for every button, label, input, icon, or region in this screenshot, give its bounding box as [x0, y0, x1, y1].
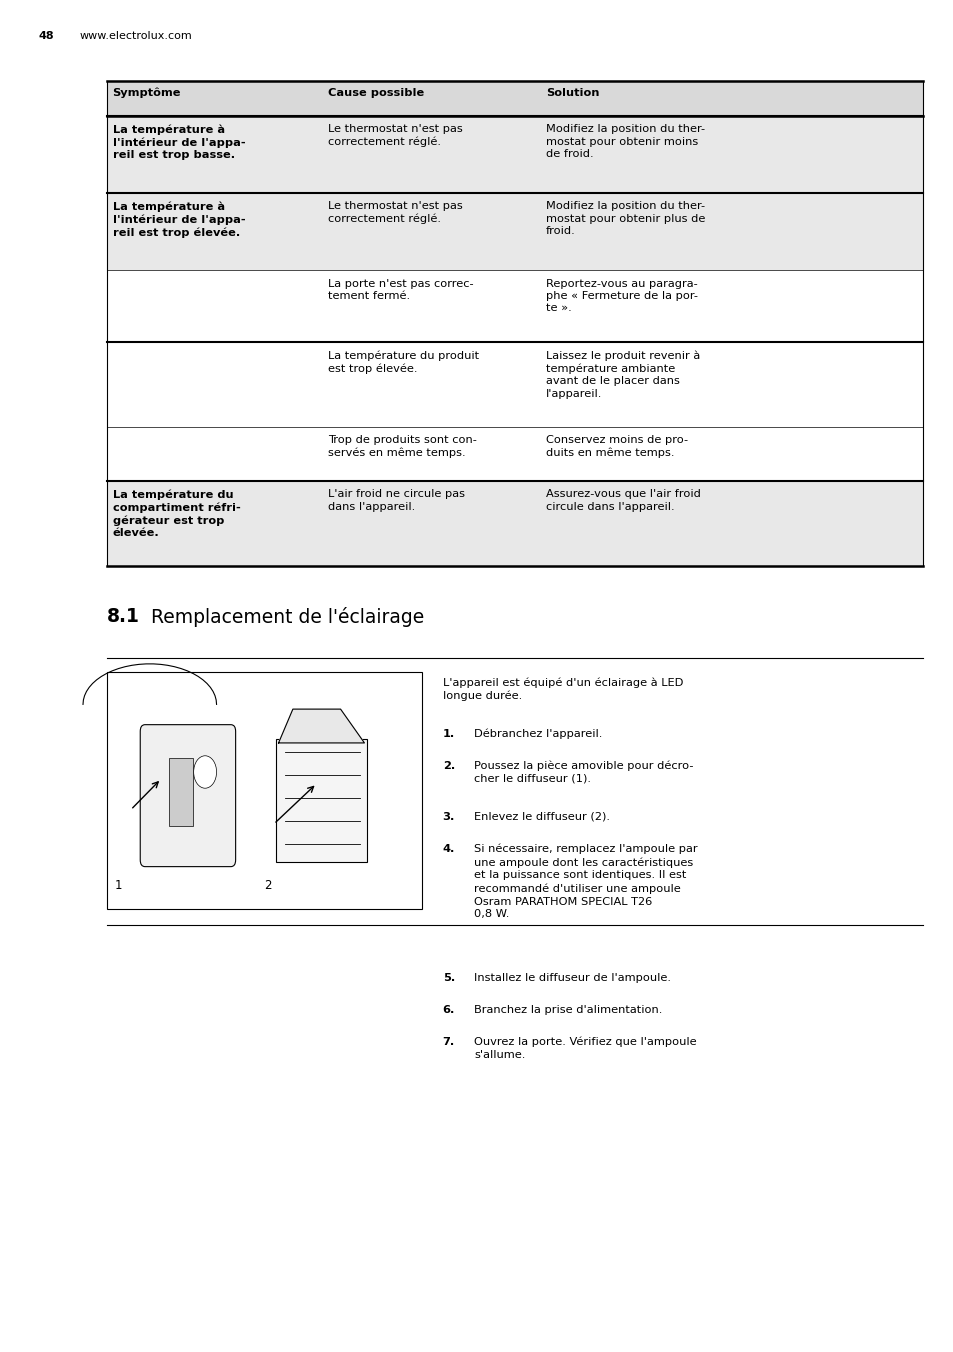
Text: 2: 2: [264, 879, 272, 892]
Text: Reportez-vous au paragra-
phe « Fermeture de la por-
te ».: Reportez-vous au paragra- phe « Fermetur…: [545, 279, 697, 314]
Text: Débranchez l'appareil.: Débranchez l'appareil.: [474, 729, 602, 740]
Text: 6.: 6.: [442, 1006, 455, 1015]
Text: Le thermostat n'est pas
correctement réglé.: Le thermostat n'est pas correctement rég…: [328, 124, 462, 147]
Text: Enlevez le diffuseur (2).: Enlevez le diffuseur (2).: [474, 813, 610, 822]
Text: La température du
compartiment réfri-
gérateur est trop
élevée.: La température du compartiment réfri- gé…: [112, 489, 240, 538]
Text: 48: 48: [38, 31, 53, 41]
Text: Modifiez la position du ther-
mostat pour obtenir plus de
froid.: Modifiez la position du ther- mostat pou…: [545, 201, 704, 237]
Text: 2.: 2.: [442, 761, 455, 771]
Bar: [322, 342, 539, 427]
Bar: [107, 427, 322, 481]
Text: Conservez moins de pro-
duits en même temps.: Conservez moins de pro- duits en même te…: [545, 435, 687, 458]
Text: Modifiez la position du ther-
mostat pour obtenir moins
de froid.: Modifiez la position du ther- mostat pou…: [545, 124, 704, 160]
Text: 1: 1: [114, 879, 122, 892]
Text: Si nécessaire, remplacez l'ampoule par
une ampoule dont les caractéristiques
et : Si nécessaire, remplacez l'ampoule par u…: [474, 844, 697, 919]
Text: L'air froid ne circule pas
dans l'appareil.: L'air froid ne circule pas dans l'appare…: [328, 489, 465, 512]
Text: Le thermostat n'est pas
correctement réglé.: Le thermostat n'est pas correctement rég…: [328, 201, 462, 224]
Text: 3.: 3.: [442, 813, 455, 822]
Polygon shape: [278, 710, 364, 744]
Bar: [539, 342, 923, 427]
Text: Cause possible: Cause possible: [328, 88, 424, 97]
Text: 7.: 7.: [442, 1037, 455, 1046]
Bar: [322, 193, 539, 270]
Bar: [107, 116, 322, 193]
Bar: [322, 481, 539, 566]
Bar: [322, 116, 539, 193]
FancyBboxPatch shape: [275, 740, 367, 863]
Text: La température à
l'intérieur de l'appa-
reil est trop élevée.: La température à l'intérieur de l'appa- …: [112, 201, 245, 238]
Text: Branchez la prise d'alimentation.: Branchez la prise d'alimentation.: [474, 1006, 661, 1015]
Bar: [107, 193, 322, 270]
Text: Assurez-vous que l'air froid
circule dans l'appareil.: Assurez-vous que l'air froid circule dan…: [545, 489, 700, 512]
Text: 8.1: 8.1: [107, 607, 139, 626]
Text: L'appareil est équipé d'un éclairage à LED
longue durée.: L'appareil est équipé d'un éclairage à L…: [442, 677, 682, 702]
Circle shape: [193, 756, 216, 788]
Bar: [539, 193, 923, 270]
Text: Poussez la pièce amovible pour décro-
cher le diffuseur (1).: Poussez la pièce amovible pour décro- ch…: [474, 761, 693, 784]
Text: Symptôme: Symptôme: [112, 88, 181, 99]
Bar: [107, 481, 322, 566]
Text: 4.: 4.: [442, 844, 455, 853]
Bar: [322, 427, 539, 481]
Text: 1.: 1.: [442, 729, 455, 738]
Text: La température du produit
est trop élevée.: La température du produit est trop élevé…: [328, 350, 478, 373]
Text: Installez le diffuseur de l'ampoule.: Installez le diffuseur de l'ampoule.: [474, 973, 670, 983]
Text: 5.: 5.: [442, 973, 455, 983]
Bar: [107, 81, 923, 116]
Bar: [539, 481, 923, 566]
Bar: [107, 342, 322, 427]
Bar: [322, 270, 539, 342]
Bar: [539, 116, 923, 193]
Bar: [107, 270, 322, 342]
FancyBboxPatch shape: [140, 725, 235, 867]
Text: Laissez le produit revenir à
température ambiante
avant de le placer dans
l'appa: Laissez le produit revenir à température…: [545, 350, 700, 399]
Bar: [107, 672, 421, 909]
Bar: [539, 427, 923, 481]
Text: www.electrolux.com: www.electrolux.com: [79, 31, 192, 41]
Text: La température à
l'intérieur de l'appa-
reil est trop basse.: La température à l'intérieur de l'appa- …: [112, 124, 245, 161]
Text: Trop de produits sont con-
servés en même temps.: Trop de produits sont con- servés en mêm…: [328, 435, 476, 458]
Bar: [539, 270, 923, 342]
Bar: [169, 758, 193, 826]
Text: Ouvrez la porte. Vérifiez que l'ampoule
s'allume.: Ouvrez la porte. Vérifiez que l'ampoule …: [474, 1037, 696, 1060]
Text: Solution: Solution: [545, 88, 598, 97]
Text: Remplacement de l'éclairage: Remplacement de l'éclairage: [145, 607, 424, 627]
Text: La porte n'est pas correc-
tement fermé.: La porte n'est pas correc- tement fermé.: [328, 279, 474, 301]
